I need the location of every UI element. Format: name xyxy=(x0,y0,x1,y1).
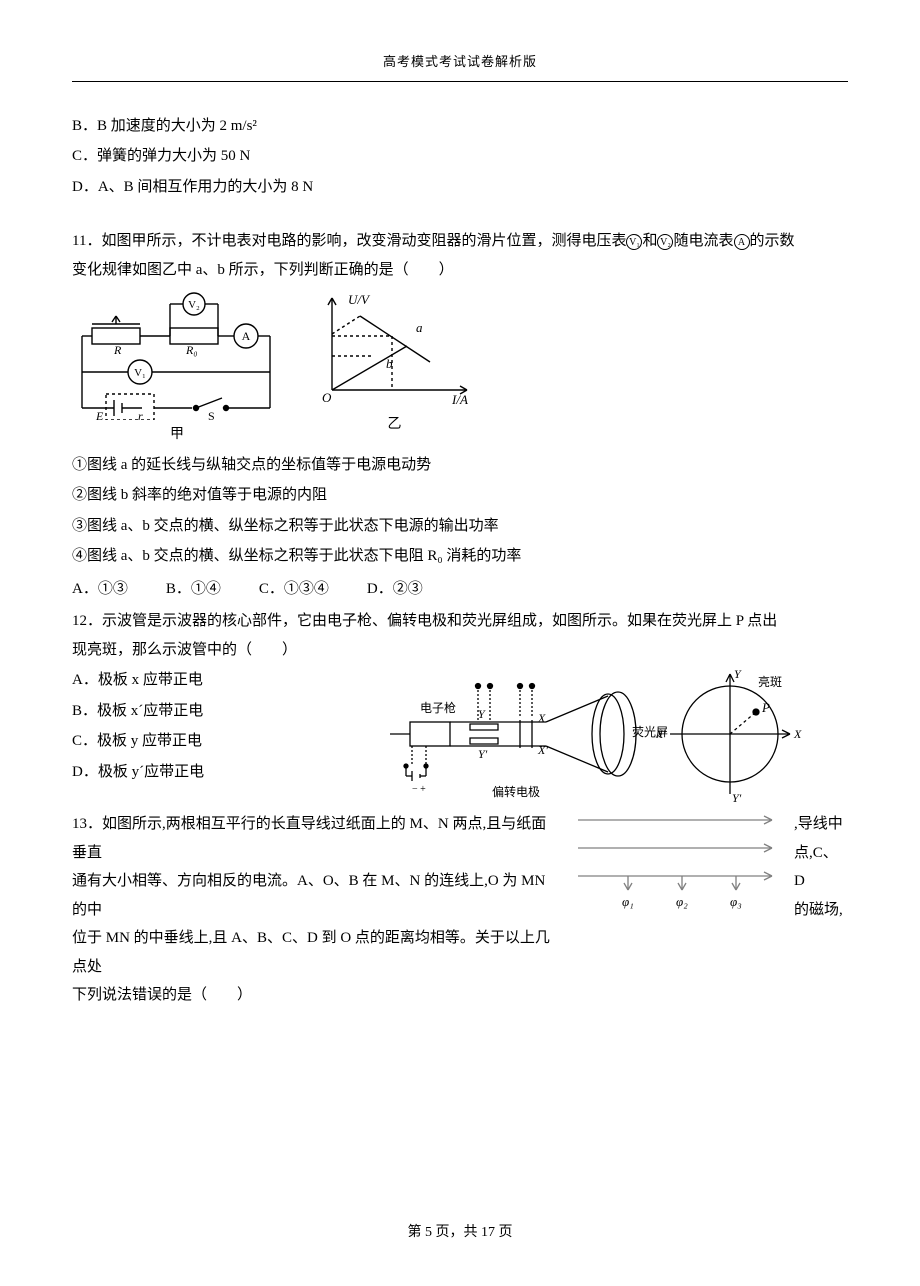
q13-figure: φ₁ φ₂ φ₃ xyxy=(572,810,782,910)
q10-option-d: D．A、B 间相互作用力的大小为 8 N xyxy=(72,173,848,202)
svg-text:R₀: R₀ xyxy=(185,343,198,357)
svg-text:V₂: V₂ xyxy=(188,299,200,311)
q13-line3: 位于 MN 的中垂线上,且 A、B、C、D 到 O 点的距离均相等。关于以上几点… xyxy=(72,924,560,981)
q12-num: 12． xyxy=(72,613,102,629)
question-12: 12．示波管是示波器的核心部件，它由电子枪、偏转电极和荧光屏组成，如图所示。如果… xyxy=(72,607,848,806)
q13-line2a: 通有大小相等、方向相反的电流。A、O、B 在 M、N 的连线上,O 为 MN 的… xyxy=(72,867,560,924)
q11-choice-d: D．②③ xyxy=(367,575,423,604)
q10-option-c: C．弹簧的弹力大小为 50 N xyxy=(72,142,848,171)
footer-suffix: 页 xyxy=(495,1225,513,1240)
deflect-label: 偏转电极 xyxy=(492,784,540,799)
q12-stem-line2: 现亮斑，那么示波管中的（ ） xyxy=(72,636,848,665)
footer-current-page: 5 xyxy=(425,1225,432,1240)
parallel-wires-icon: φ₁ φ₂ φ₃ xyxy=(572,810,782,910)
q13-num: 13． xyxy=(72,816,102,832)
svg-text:X: X xyxy=(537,711,546,725)
q11-graph-caption: 乙 xyxy=(312,412,477,439)
q11-choice-b: B．①④ xyxy=(166,575,221,604)
q11-stem-a: 如图甲所示，不计电表对电路的影响，改变滑动变阻器的滑片位置，测得电压表 xyxy=(101,233,626,249)
phi3-label: φ₃ xyxy=(730,894,742,909)
q12-stem1: 示波管是示波器的核心部件，它由电子枪、偏转电极和荧光屏组成，如图所示。如果在荧光… xyxy=(102,613,777,629)
q13-line1a: 如图所示,两根相互平行的长直导线过纸面上的 M、N 两点,且与纸面垂直 xyxy=(72,816,546,861)
q12-option-b: B．极板 x´应带正电 xyxy=(72,697,352,726)
q11-stem-c: 随电流表 xyxy=(673,233,733,249)
q11-choice-c: C．①③④ xyxy=(259,575,329,604)
circuit-diagram-icon: R R₀ V₂ A xyxy=(72,290,282,420)
svg-text:− +: − + xyxy=(412,784,426,795)
graph-origin: O xyxy=(322,390,332,405)
q11-stem-b: 和 xyxy=(642,233,657,249)
q11-stem-line1: 11．如图甲所示，不计电表对电路的影响，改变滑动变阻器的滑片位置，测得电压表V₁… xyxy=(72,227,848,256)
q13-line3b: 的磁场, xyxy=(794,896,848,925)
v1-inline-icon: V₁ xyxy=(626,234,642,250)
footer-mid: 页，共 xyxy=(432,1225,481,1240)
q12-figure: − + Y Y′ X X′ xyxy=(370,664,830,806)
q11-figure-row: R R₀ V₂ A xyxy=(72,290,848,449)
q11-stem-d: 的示数 xyxy=(750,233,795,249)
q10-option-b-text: B．B 加速度的大小为 2 m/s² xyxy=(72,118,257,134)
svg-text:E: E xyxy=(95,409,104,420)
q11-stmt-2: ②图线 b 斜率的绝对值等于电源的内阻 xyxy=(72,481,848,510)
svg-text:r: r xyxy=(138,409,143,420)
q11-num: 11． xyxy=(72,233,101,249)
v2-inline-icon: V₂ xyxy=(657,234,673,250)
q12-option-a: A．极板 x 应带正电 xyxy=(72,666,352,695)
q11-graph-figure: U/V I/A O a b 乙 xyxy=(312,290,477,439)
phi2-label: φ₂ xyxy=(676,894,688,909)
q13-line4: 下列说法错误的是（ ） xyxy=(72,981,560,1010)
p-label: P xyxy=(761,700,770,715)
q11-stmt-1: ①图线 a 的延长线与纵轴交点的坐标值等于电源电动势 xyxy=(72,451,848,480)
svg-text:Y′: Y′ xyxy=(732,791,742,805)
svg-text:V₁: V₁ xyxy=(134,367,146,379)
q11-circuit-caption: 甲 xyxy=(72,422,282,449)
q11-choices: A．①③ B．①④ C．①③④ D．②③ xyxy=(72,575,848,604)
q12-options: A．极板 x 应带正电 B．极板 x´应带正电 C．极板 y 应带正电 D．极板… xyxy=(72,664,352,788)
footer-total-pages: 17 xyxy=(481,1225,495,1240)
q11-stmt-4: ④图线 a、b 交点的横、纵坐标之积等于此状态下电阻 R₀ 消耗的功率 xyxy=(72,542,848,571)
svg-text:Y: Y xyxy=(478,707,486,721)
amp-inline-icon: A xyxy=(734,234,750,250)
phi1-label: φ₁ xyxy=(622,894,634,909)
q13-line1b: ,导线中 xyxy=(794,810,848,839)
q10-option-c-text: C．弹簧的弹力大小为 50 N xyxy=(72,148,250,164)
svg-text:X′: X′ xyxy=(655,727,666,741)
svg-text:Y′: Y′ xyxy=(478,747,488,761)
q12-option-d: D．极板 y´应带正电 xyxy=(72,758,352,787)
q12-stem-line1: 12．示波管是示波器的核心部件，它由电子枪、偏转电极和荧光屏组成，如图所示。如果… xyxy=(72,607,848,636)
graph-line-a-label: a xyxy=(416,320,423,335)
svg-text:X′: X′ xyxy=(537,743,548,757)
graph-line-b-label: b xyxy=(386,356,393,371)
graph-xlabel: I/A xyxy=(451,392,468,407)
q11-choice-a: A．①③ xyxy=(72,575,128,604)
q11-stem-line2: 变化规律如图乙中 a、b 所示，下列判断正确的是（ ） xyxy=(72,256,848,285)
q13-line1: 13．如图所示,两根相互平行的长直导线过纸面上的 M、N 两点,且与纸面垂直 xyxy=(72,810,560,867)
q11-stmt-3: ③图线 a、b 交点的横、纵坐标之积等于此状态下电源的输出功率 xyxy=(72,512,848,541)
q10-option-b: B．B 加速度的大小为 2 m/s² xyxy=(72,112,848,141)
page-header-title: 高考模式考试试卷解析版 xyxy=(72,50,848,82)
bright-label: 亮斑 xyxy=(758,674,782,689)
svg-text:X: X xyxy=(793,727,802,741)
q10-option-d-text: D．A、B 间相互作用力的大小为 8 N xyxy=(72,179,313,195)
q13-line2b: 点,C、D xyxy=(794,839,848,896)
question-13: 13．如图所示,两根相互平行的长直导线过纸面上的 M、N 两点,且与纸面垂直 通… xyxy=(72,810,848,1010)
gun-label: 电子枪 xyxy=(420,700,456,715)
q13-line3a: 位于 MN 的中垂线上,且 A、B、C、D 到 O 点的距离均相等。关于以上几点… xyxy=(72,924,560,981)
svg-text:Y: Y xyxy=(734,667,742,681)
svg-text:S: S xyxy=(208,409,215,420)
q13-line2: 通有大小相等、方向相反的电流。A、O、B 在 M、N 的连线上,O 为 MN 的… xyxy=(72,867,560,924)
page-footer: 第 5 页，共 17 页 xyxy=(72,1220,848,1247)
graph-ylabel: U/V xyxy=(348,292,371,307)
q11-circuit-figure: R R₀ V₂ A xyxy=(72,290,282,449)
svg-text:R: R xyxy=(113,343,122,357)
q12-option-c: C．极板 y 应带正电 xyxy=(72,727,352,756)
svg-text:A: A xyxy=(242,329,251,343)
footer-prefix: 第 xyxy=(408,1225,426,1240)
question-11: 11．如图甲所示，不计电表对电路的影响，改变滑动变阻器的滑片位置，测得电压表V₁… xyxy=(72,227,848,603)
q13-right-column: ,导线中 点,C、D 的磁场, xyxy=(794,810,848,924)
uv-graph-icon: U/V I/A O a b xyxy=(312,290,477,410)
oscilloscope-tube-icon: − + Y Y′ X X′ xyxy=(370,664,830,806)
